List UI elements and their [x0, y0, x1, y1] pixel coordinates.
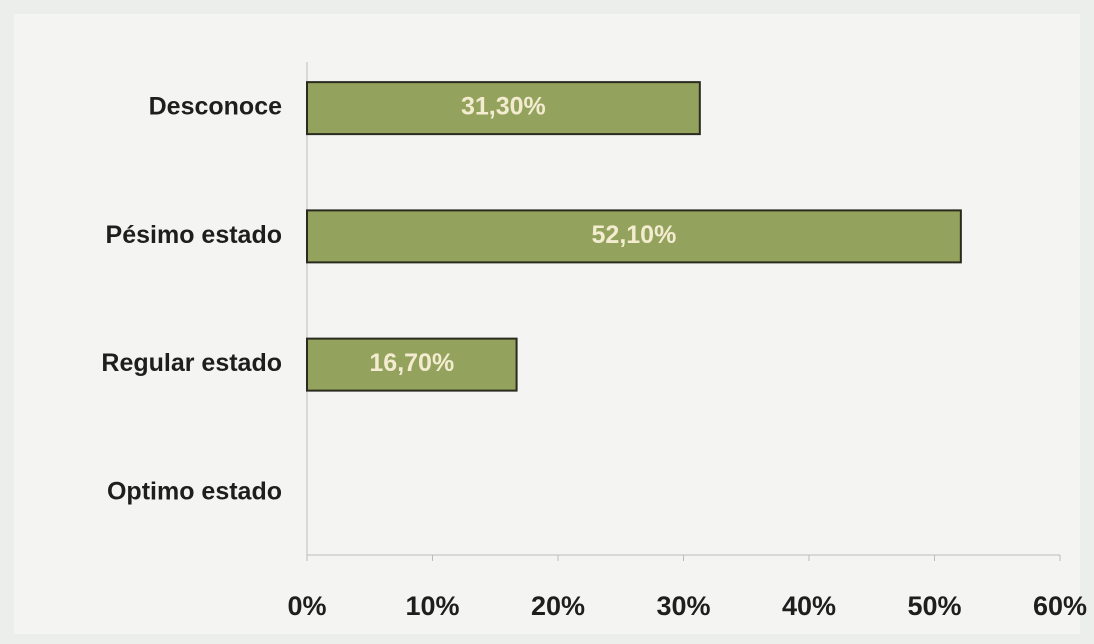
- x-tick-label: 50%: [907, 591, 961, 621]
- y-tick-label: Pésimo estado: [106, 221, 282, 249]
- x-tick-label: 30%: [656, 591, 710, 621]
- y-tick-label: Regular estado: [101, 349, 282, 377]
- x-tick-label: 60%: [1033, 591, 1087, 621]
- value-label: 31,30%: [461, 93, 546, 121]
- value-label: 52,10%: [592, 221, 677, 249]
- x-tick-label: 40%: [782, 591, 836, 621]
- bar: [306, 337, 518, 392]
- y-tick-label: Optimo estado: [107, 477, 282, 505]
- y-tick-label: Desconoce: [149, 93, 282, 121]
- x-tick-label: 0%: [287, 591, 326, 621]
- bar: [306, 81, 701, 136]
- x-tick-label: 10%: [405, 591, 459, 621]
- x-tick-label: 20%: [531, 591, 585, 621]
- bar: [306, 209, 962, 264]
- value-label: 16,70%: [369, 349, 454, 377]
